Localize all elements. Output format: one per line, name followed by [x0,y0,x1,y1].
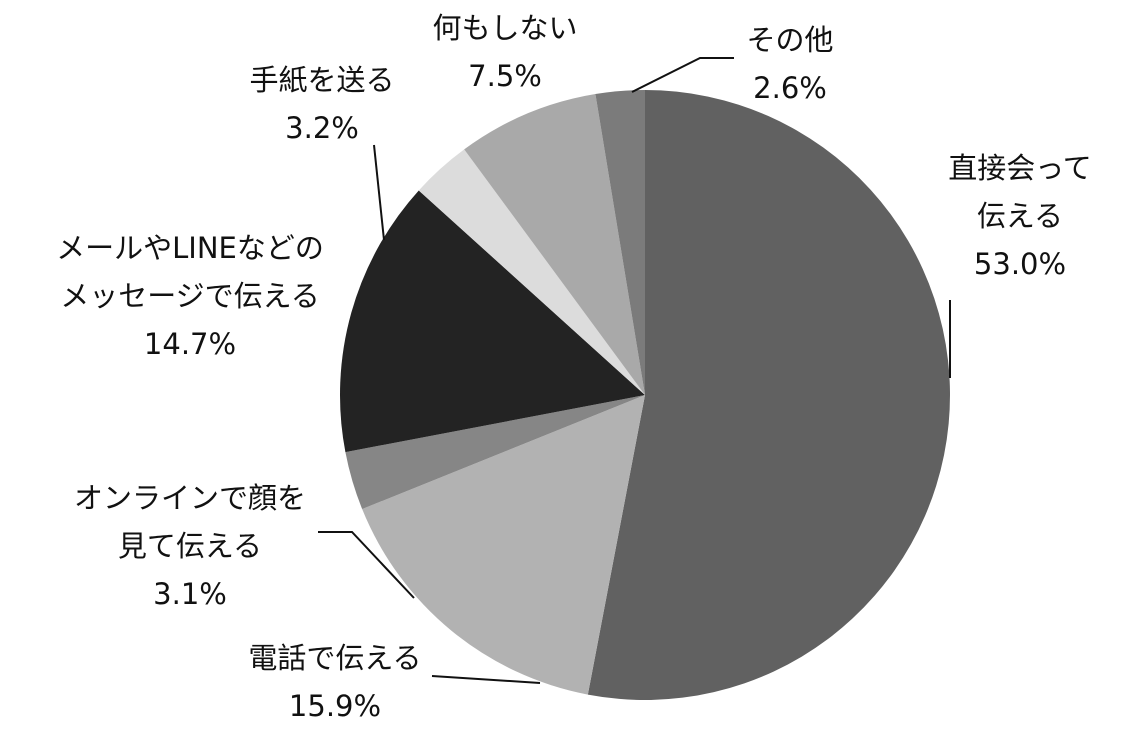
pie-slice [362,395,645,695]
leader-line [373,144,385,241]
leader-line [631,57,734,93]
pie-slice [587,90,950,700]
leader-line [431,675,541,684]
pie-slice [418,149,645,395]
slice-label: オンラインで顔を見て伝える [74,481,306,563]
slice-label: 電話で伝える [248,641,421,675]
pie-slice [464,94,645,395]
slice-label: その他 [746,23,833,57]
value-label: 53.0% [974,247,1066,281]
value-label: 3.1% [153,577,227,611]
slice-label: 手紙を送る [249,63,394,97]
value-label: 14.7% [144,327,236,361]
value-label: 7.5% [468,59,542,93]
value-label: 2.6% [753,71,827,105]
slice-label: メールやLINEなどのメッセージで伝える [56,231,324,313]
slice-label: 直接会って伝える [948,151,1092,233]
value-label: 15.9% [289,689,381,723]
pie-slice [345,395,645,510]
pie-slice [340,190,645,453]
labels: 直接会って伝える 53.0% 電話で伝える 15.9% オンラインで顔を見て伝える 3.1… [56,11,1092,723]
pie-slice [595,90,645,395]
slice-label: 何もしない [432,11,577,45]
pie [340,90,950,700]
value-label: 3.2% [285,111,359,145]
leader-line [318,531,415,599]
